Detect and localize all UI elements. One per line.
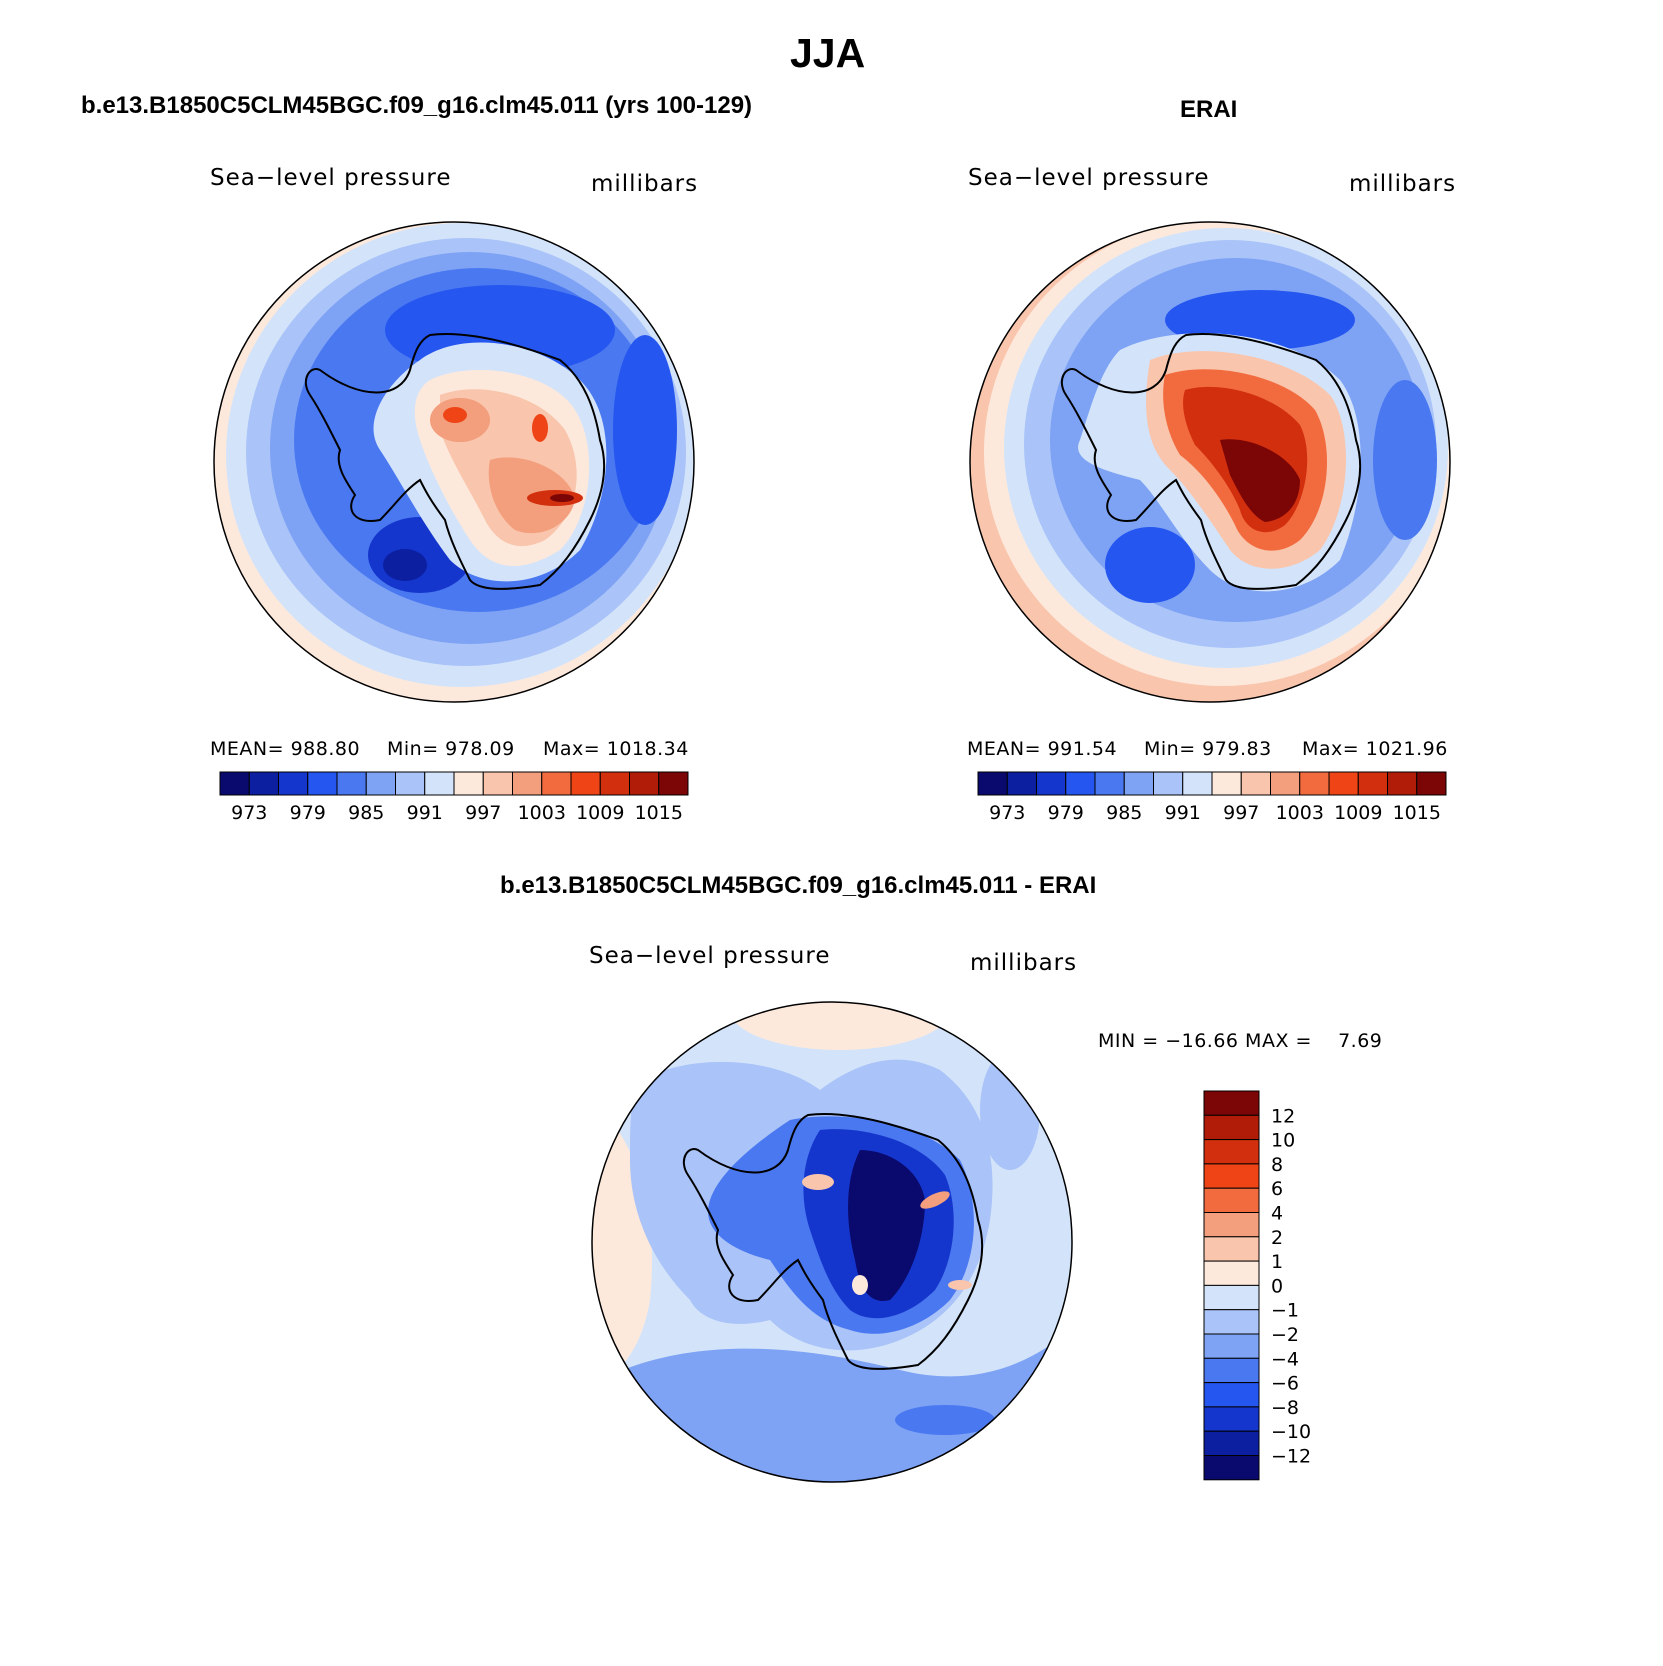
diff-colorbar-tick-label: −4 (1271, 1348, 1299, 1370)
diff-colorbar-box (1203, 1406, 1260, 1432)
diff-colorbar-tick-label: 4 (1271, 1203, 1283, 1225)
model-colorbar-tick-label: 991 (407, 802, 443, 824)
obs-colorbar-tick-label: 1009 (1334, 802, 1382, 824)
model-colorbar-tick-label: 997 (465, 802, 501, 824)
diff-colorbar-tick-label: 6 (1271, 1178, 1283, 1200)
model-units-label: millibars (591, 171, 699, 197)
model-mean: MEAN= 988.80 (210, 738, 361, 760)
obs-colorbar-tick-label: 985 (1106, 802, 1142, 824)
obs-mean: MEAN= 991.54 (967, 738, 1118, 760)
diff-colorbar-box (1203, 1260, 1260, 1286)
diff-colorbar-box (1203, 1333, 1260, 1359)
model-colorbar-box (658, 771, 689, 796)
diff-colorbar-tick-label: 12 (1271, 1105, 1295, 1127)
obs-colorbar-box (1416, 771, 1447, 796)
diff-colorbar-box (1203, 1090, 1260, 1116)
obs-colorbar-tick-label: 1003 (1276, 802, 1324, 824)
obs-coastline (1060, 333, 1362, 590)
model-colorbar-tick-label: 985 (348, 802, 384, 824)
diff-panel-title: b.e13.B1850C5CLM45BGC.f09_g16.clm45.011 … (500, 872, 1097, 899)
diff-colorbar-box (1203, 1430, 1260, 1456)
obs-colorbar-tick-label: 997 (1223, 802, 1259, 824)
diff-colorbar-box (1203, 1212, 1260, 1238)
model-colorbar-tick-label: 979 (290, 802, 326, 824)
diff-colorbar-box (1203, 1236, 1260, 1262)
obs-units-label: millibars (1349, 171, 1457, 197)
diff-colorbar-tick-label: −2 (1271, 1324, 1299, 1346)
obs-panel-title: ERAI (1180, 96, 1238, 123)
model-colorbar-tick-label: 1003 (518, 802, 566, 824)
model-colorbar-tick-label: 973 (231, 802, 267, 824)
model-panel-title: b.e13.B1850C5CLM45BGC.f09_g16.clm45.011 … (81, 92, 753, 119)
diff-colorbar-tick-label: 0 (1271, 1275, 1283, 1297)
diff-colorbar-box (1203, 1139, 1260, 1165)
diff-colorbar-box (1203, 1455, 1260, 1481)
model-field-label: Sea−level pressure (210, 165, 452, 191)
diff-minmax: MIN = −16.66 MAX = 7.69 (1098, 1030, 1383, 1052)
diff-colorbar-box (1203, 1163, 1260, 1189)
model-min: Min= 978.09 (387, 738, 515, 760)
model-colorbar-tick-label: 1015 (635, 802, 683, 824)
obs-colorbar-tick-label: 991 (1165, 802, 1201, 824)
diff-colorbar-tick-label: −8 (1271, 1397, 1299, 1419)
obs-colorbar-tick-label: 973 (989, 802, 1025, 824)
diff-colorbar-tick-label: 1 (1271, 1251, 1283, 1273)
diff-colorbar-tick-label: −6 (1271, 1373, 1299, 1395)
obs-field-label: Sea−level pressure (968, 165, 1210, 191)
diff-colorbar-tick-label: −10 (1271, 1421, 1311, 1443)
model-coastline (304, 333, 606, 590)
obs-min: Min= 979.83 (1144, 738, 1272, 760)
diff-colorbar-tick-label: 10 (1271, 1130, 1295, 1152)
diff-colorbar-box (1203, 1357, 1260, 1384)
model-max: Max= 1018.34 (543, 738, 689, 760)
diff-colorbar-tick-label: 8 (1271, 1154, 1283, 1176)
diff-coastline (682, 1113, 984, 1370)
diff-colorbar-box (1203, 1284, 1260, 1311)
diff-units-label: millibars (970, 950, 1078, 976)
diff-colorbar-box (1203, 1382, 1260, 1408)
diff-field-label: Sea−level pressure (589, 943, 831, 969)
diff-colorbar-box (1203, 1114, 1260, 1141)
obs-max: Max= 1021.96 (1302, 738, 1448, 760)
main-title: JJA (790, 30, 866, 76)
diff-colorbar-tick-label: −12 (1271, 1446, 1311, 1468)
obs-colorbar-tick-label: 1015 (1393, 802, 1441, 824)
obs-colorbar-tick-label: 979 (1048, 802, 1084, 824)
model-colorbar-tick-label: 1009 (576, 802, 624, 824)
diff-colorbar-tick-label: 2 (1271, 1227, 1283, 1249)
diff-colorbar-tick-label: −1 (1271, 1300, 1299, 1322)
diff-colorbar-box (1203, 1309, 1260, 1335)
diff-colorbar-box (1203, 1187, 1260, 1213)
